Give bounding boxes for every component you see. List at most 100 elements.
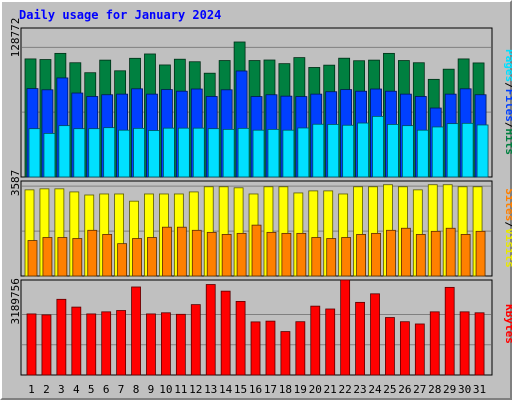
bar-pages-day-4 <box>73 128 86 178</box>
xtick-day-30: 30 <box>458 383 471 396</box>
bar-sites-day-19 <box>296 232 307 277</box>
bar-kbytes-day-14 <box>220 290 231 376</box>
bar-pages-day-5 <box>88 128 101 178</box>
bar-sites-day-27 <box>415 234 426 277</box>
legend-separator: / <box>503 122 512 129</box>
xtick-day-24: 24 <box>368 383 382 396</box>
xtick-day-4: 4 <box>73 383 80 396</box>
bar-kbytes-day-30 <box>459 311 470 376</box>
ytick-visits-sites: 3587 <box>9 170 22 197</box>
bar-sites-day-7 <box>117 243 128 277</box>
bar-pages-day-14 <box>222 128 235 178</box>
bar-sites-day-1 <box>27 240 38 277</box>
legend-hits-files-pages: Pages/Files/Hits <box>503 49 512 155</box>
xtick-day-31: 31 <box>473 383 486 396</box>
bar-sites-day-21 <box>326 238 337 277</box>
bar-pages-day-21 <box>327 124 340 178</box>
xtick-day-28: 28 <box>428 383 441 396</box>
bar-sites-day-9 <box>147 237 157 277</box>
bar-sites-day-24 <box>371 232 381 277</box>
bar-pages-day-30 <box>461 122 474 178</box>
xtick-day-18: 18 <box>279 383 292 396</box>
bar-kbytes-day-7 <box>116 310 127 376</box>
xtick-day-25: 25 <box>383 383 396 396</box>
bar-kbytes-day-27 <box>414 323 425 376</box>
xtick-day-13: 13 <box>204 383 217 396</box>
bar-pages-day-15 <box>237 127 250 178</box>
bar-sites-day-17 <box>266 231 277 277</box>
bar-sites-day-31 <box>475 230 486 277</box>
xtick-day-19: 19 <box>294 383 307 396</box>
bar-pages-day-16 <box>252 129 265 178</box>
xtick-day-1: 1 <box>28 383 35 396</box>
xtick-day-26: 26 <box>398 383 411 396</box>
bar-kbytes-day-31 <box>474 312 485 376</box>
bar-kbytes-day-19 <box>295 321 306 376</box>
bar-sites-day-11 <box>176 226 187 277</box>
bar-kbytes-day-17 <box>265 320 276 376</box>
bar-sites-day-8 <box>132 238 142 277</box>
bar-pages-day-13 <box>207 128 220 178</box>
legend-pages: Pages <box>503 49 512 82</box>
bar-sites-day-4 <box>72 238 83 277</box>
bar-pages-day-12 <box>192 127 205 178</box>
bar-kbytes-day-5 <box>86 313 97 376</box>
bar-sites-day-3 <box>57 237 68 277</box>
bar-pages-day-29 <box>446 123 459 178</box>
bar-kbytes-day-20 <box>310 305 321 376</box>
bar-sites-day-16 <box>251 224 262 277</box>
bar-pages-day-1 <box>28 128 41 178</box>
bar-kbytes-day-18 <box>280 331 291 376</box>
bar-kbytes-day-26 <box>399 321 410 376</box>
bar-pages-day-11 <box>177 127 190 178</box>
bar-pages-day-19 <box>297 127 310 178</box>
bar-sites-day-25 <box>386 229 396 277</box>
bar-sites-day-10 <box>162 226 172 277</box>
bar-pages-day-3 <box>58 125 71 178</box>
xtick-day-3: 3 <box>58 383 65 396</box>
bar-kbytes-day-16 <box>250 321 261 376</box>
bar-pages-day-22 <box>342 124 355 178</box>
xtick-day-8: 8 <box>133 383 140 396</box>
bar-kbytes-day-4 <box>71 306 82 376</box>
chart-title: Daily usage for January 2024 <box>19 8 221 22</box>
bar-sites-day-13 <box>206 231 217 277</box>
bar-sites-day-15 <box>236 232 247 277</box>
bar-kbytes-day-23 <box>355 301 365 376</box>
bar-pages-day-7 <box>118 129 131 178</box>
bar-kbytes-day-3 <box>56 298 67 376</box>
xtick-day-20: 20 <box>309 383 322 396</box>
xtick-day-11: 11 <box>174 383 187 396</box>
bar-pages-day-23 <box>357 122 369 178</box>
bar-kbytes-day-12 <box>190 304 201 376</box>
bar-pages-day-17 <box>267 128 280 178</box>
xtick-day-10: 10 <box>159 383 172 396</box>
bar-sites-day-26 <box>400 227 411 277</box>
xtick-day-5: 5 <box>88 383 95 396</box>
bar-pages-day-18 <box>282 129 295 178</box>
bar-pages-day-26 <box>401 125 414 178</box>
legend-kbytes: KBytes <box>503 304 512 344</box>
legend-separator: / <box>503 82 512 89</box>
ytick-hits-files-pages: 128772 <box>9 18 22 58</box>
bar-sites-day-29 <box>445 227 456 277</box>
bar-pages-day-8 <box>133 127 145 178</box>
bar-kbytes-day-21 <box>325 308 336 376</box>
xtick-day-6: 6 <box>103 383 110 396</box>
xtick-day-27: 27 <box>413 383 426 396</box>
legend-hits: Hits <box>503 129 512 156</box>
bar-pages-day-10 <box>163 127 175 178</box>
xtick-day-12: 12 <box>189 383 202 396</box>
bar-pages-day-20 <box>312 123 325 178</box>
bar-kbytes-day-9 <box>146 313 156 376</box>
xtick-day-21: 21 <box>324 383 337 396</box>
legend-visits: Visits <box>503 228 512 268</box>
xtick-day-16: 16 <box>249 383 262 396</box>
bar-kbytes-day-10 <box>161 312 171 376</box>
bar-sites-day-12 <box>191 229 202 277</box>
bar-kbytes-day-28 <box>429 311 440 376</box>
xtick-day-22: 22 <box>338 383 351 396</box>
bar-pages-day-25 <box>387 124 399 178</box>
bar-sites-day-6 <box>102 234 113 277</box>
